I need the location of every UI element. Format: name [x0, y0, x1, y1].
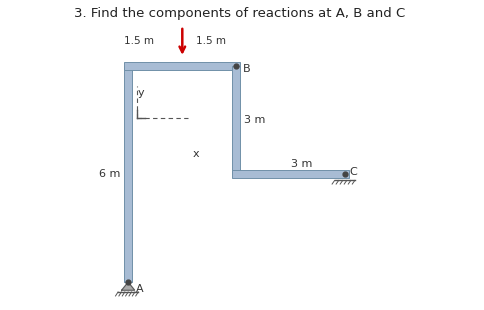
Bar — [124, 66, 132, 282]
Text: y: y — [137, 88, 144, 98]
Text: 3. Find the components of reactions at A, B and C: 3. Find the components of reactions at A… — [74, 7, 405, 20]
Text: x: x — [193, 149, 200, 159]
Bar — [232, 66, 241, 174]
Text: 3 m: 3 m — [244, 115, 266, 125]
Text: A: A — [136, 284, 144, 294]
Polygon shape — [121, 282, 135, 290]
Bar — [232, 170, 348, 178]
Bar — [124, 62, 241, 70]
Text: 1.5 m: 1.5 m — [196, 36, 226, 46]
Text: 1.5 m: 1.5 m — [124, 36, 154, 46]
Text: B: B — [243, 64, 251, 73]
Text: 6 m: 6 m — [99, 169, 121, 179]
Text: C: C — [349, 167, 357, 177]
Text: 3 m: 3 m — [290, 159, 312, 169]
